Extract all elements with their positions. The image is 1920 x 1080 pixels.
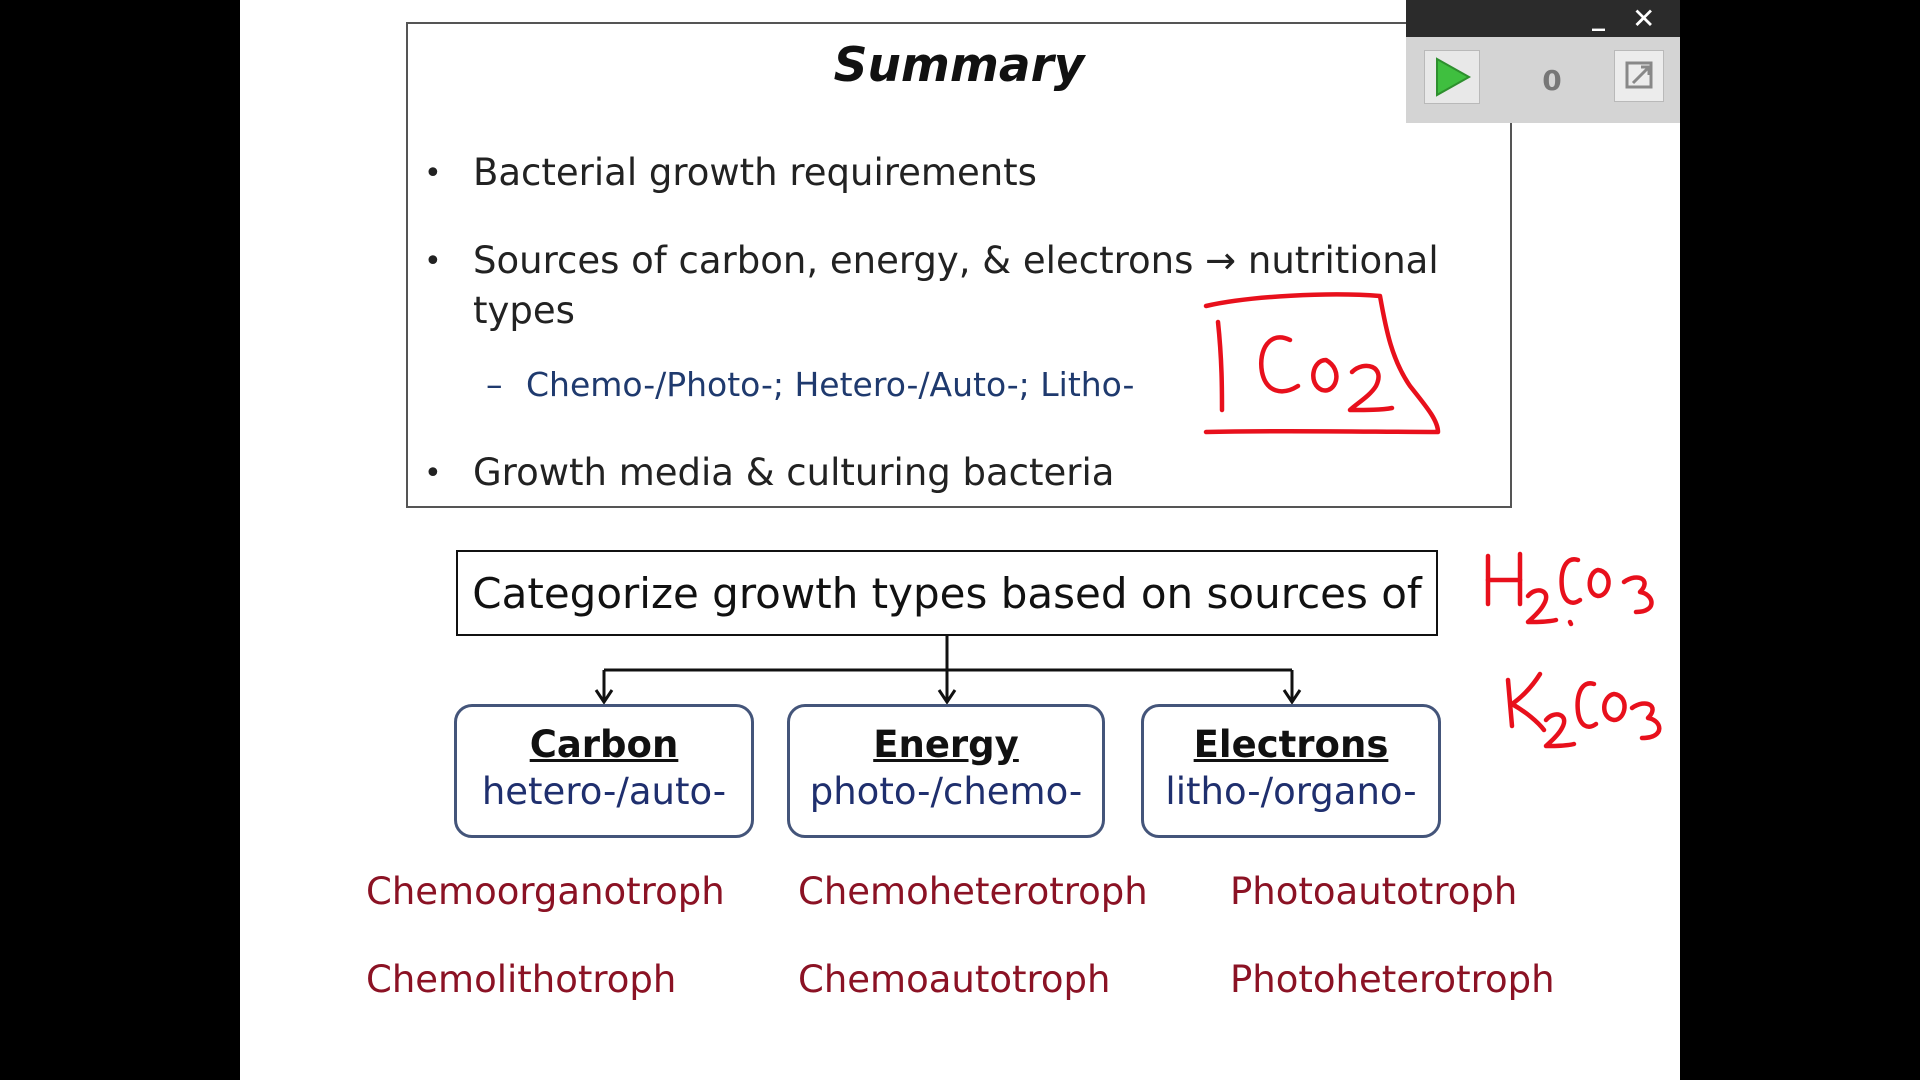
- play-icon: [1436, 57, 1472, 97]
- bullet-dot: •: [424, 456, 442, 491]
- carbon-box: Carbon hetero-/auto-: [454, 704, 754, 838]
- expand-icon: [1625, 61, 1653, 89]
- slide: [240, 0, 1680, 1080]
- categorize-box: Categorize growth types based on sources…: [456, 550, 1438, 636]
- term-chemoheterotroph: Chemoheterotroph: [798, 870, 1148, 913]
- expand-button[interactable]: [1614, 50, 1664, 102]
- arrow-head: [1282, 689, 1302, 705]
- bullet-dot: •: [424, 156, 442, 191]
- play-button[interactable]: [1424, 50, 1480, 104]
- energy-box: Energy photo-/chemo-: [787, 704, 1105, 838]
- play-count: 0: [1542, 64, 1562, 97]
- close-button[interactable]: ✕: [1632, 2, 1656, 35]
- summary-title: Summary: [833, 38, 1085, 93]
- minimize-button[interactable]: _: [1592, 2, 1605, 32]
- player-title-bar[interactable]: [1406, 0, 1680, 37]
- energy-title: Energy: [873, 723, 1019, 766]
- term-photoautotroph: Photoautotroph: [1230, 870, 1518, 913]
- bullet-dot: •: [424, 244, 442, 279]
- term-chemolithotroph: Chemolithotroph: [366, 958, 677, 1001]
- carbon-title: Carbon: [529, 723, 679, 766]
- electrons-options: litho-/organo-: [1165, 770, 1417, 813]
- bullet-sources-continued: types: [473, 289, 575, 332]
- bullet-growth-requirements: Bacterial growth requirements: [473, 151, 1037, 194]
- term-chemoorganotroph: Chemoorganotroph: [366, 870, 725, 913]
- bullet-growth-media: Growth media & culturing bacteria: [473, 451, 1115, 494]
- sub-bullet-prefixes: Chemo-/Photo-; Hetero-/Auto-; Litho-: [526, 365, 1135, 404]
- carbon-options: hetero-/auto-: [481, 770, 727, 813]
- arrow-head: [937, 689, 957, 705]
- term-photoheterotroph: Photoheterotroph: [1230, 958, 1555, 1001]
- arrow-head: [594, 689, 614, 705]
- bullet-sources: Sources of carbon, energy, & electrons →…: [473, 239, 1439, 282]
- sub-bullet-dash: –: [486, 365, 503, 404]
- energy-options: photo-/chemo-: [809, 770, 1083, 813]
- electrons-box: Electrons litho-/organo-: [1141, 704, 1441, 838]
- summary-box: [406, 22, 1512, 508]
- electrons-title: Electrons: [1193, 723, 1389, 766]
- media-player-widget: _ ✕ 0: [1406, 0, 1680, 123]
- term-chemoautotroph: Chemoautotroph: [798, 958, 1111, 1001]
